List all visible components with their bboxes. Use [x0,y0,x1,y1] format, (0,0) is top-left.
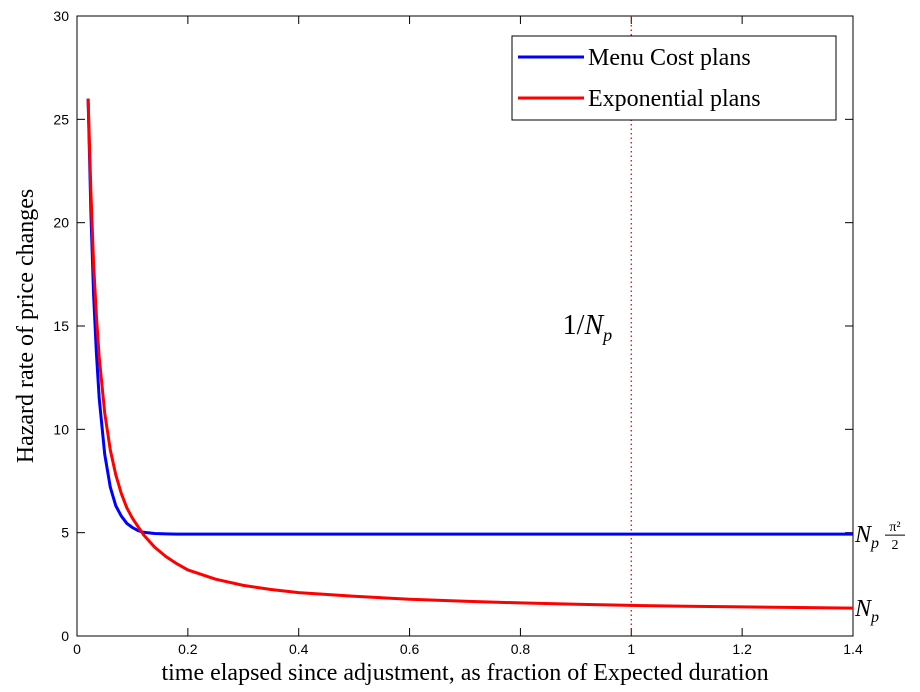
tick-labels: 0 0.2 0.4 0.6 0.8 1 1.2 1.4 0 5 10 15 20 25 30 [53,8,863,657]
x-tick-label: 0 [73,641,81,657]
series-line-menu-cost [86,98,853,536]
annotation-frac-den: 2 [892,538,899,553]
annotation-inverse-np: 1/Np [563,310,612,345]
series-layer [86,98,854,610]
y-axis-label: Hazard rate of price changes [13,189,39,464]
y-tick-label: 30 [53,8,69,24]
annotation-layer: 1/Np Np π² 2 Np [563,310,905,626]
x-tick-label: 1.4 [843,641,863,657]
x-tick-label: 0.8 [511,641,531,657]
annotation-np-pi: Np [854,522,879,552]
x-tick-label: 0.6 [400,641,420,657]
y-tick-label: 20 [53,215,69,231]
legend: Menu Cost plans Exponential plans [511,35,837,121]
series-line-exponential [86,98,854,610]
y-tick-label: 5 [61,525,69,541]
legend-box [511,35,837,121]
x-tick-label: 0.4 [289,641,309,657]
x-tick-label: 1 [627,641,635,657]
x-tick-label: 1.2 [732,641,752,657]
annotation-frac-num: π² [889,520,900,535]
legend-label-exponential: Exponential plans [588,86,761,112]
legend-label-menu-cost: Menu Cost plans [588,45,751,71]
annotation-np: Np [854,596,879,626]
y-tick-label: 0 [61,628,69,644]
x-tick-label: 0.2 [178,641,198,657]
y-tick-label: 10 [53,421,69,437]
y-tick-label: 25 [53,111,69,127]
y-tick-label: 15 [53,318,69,334]
x-axis-label: time elapsed since adjustment, as fracti… [161,660,768,686]
